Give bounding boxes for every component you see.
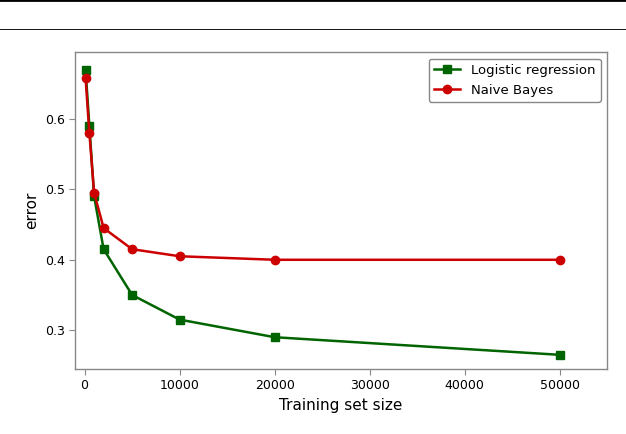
Logistic regression (556, 352, 563, 358)
Logistic regression (271, 335, 279, 340)
Logistic regression (90, 194, 98, 199)
X-axis label: Training set size: Training set size (279, 398, 403, 413)
Line: Naive Bayes: Naive Bayes (81, 74, 564, 264)
Logistic regression (82, 67, 90, 72)
Naive Bayes (90, 190, 98, 195)
Y-axis label: error: error (24, 192, 39, 229)
Naive Bayes (100, 226, 108, 231)
Naive Bayes (128, 247, 136, 252)
Logistic regression (176, 317, 183, 322)
Naive Bayes (556, 257, 563, 263)
Naive Bayes (82, 76, 90, 81)
Logistic regression (100, 247, 108, 252)
Naive Bayes (176, 253, 183, 259)
Naive Bayes (271, 257, 279, 263)
Line: Logistic regression: Logistic regression (81, 66, 564, 359)
Naive Bayes (86, 131, 93, 136)
Logistic regression (86, 123, 93, 128)
Legend: Logistic regression, Naive Bayes: Logistic regression, Naive Bayes (429, 59, 600, 102)
Logistic regression (128, 293, 136, 298)
